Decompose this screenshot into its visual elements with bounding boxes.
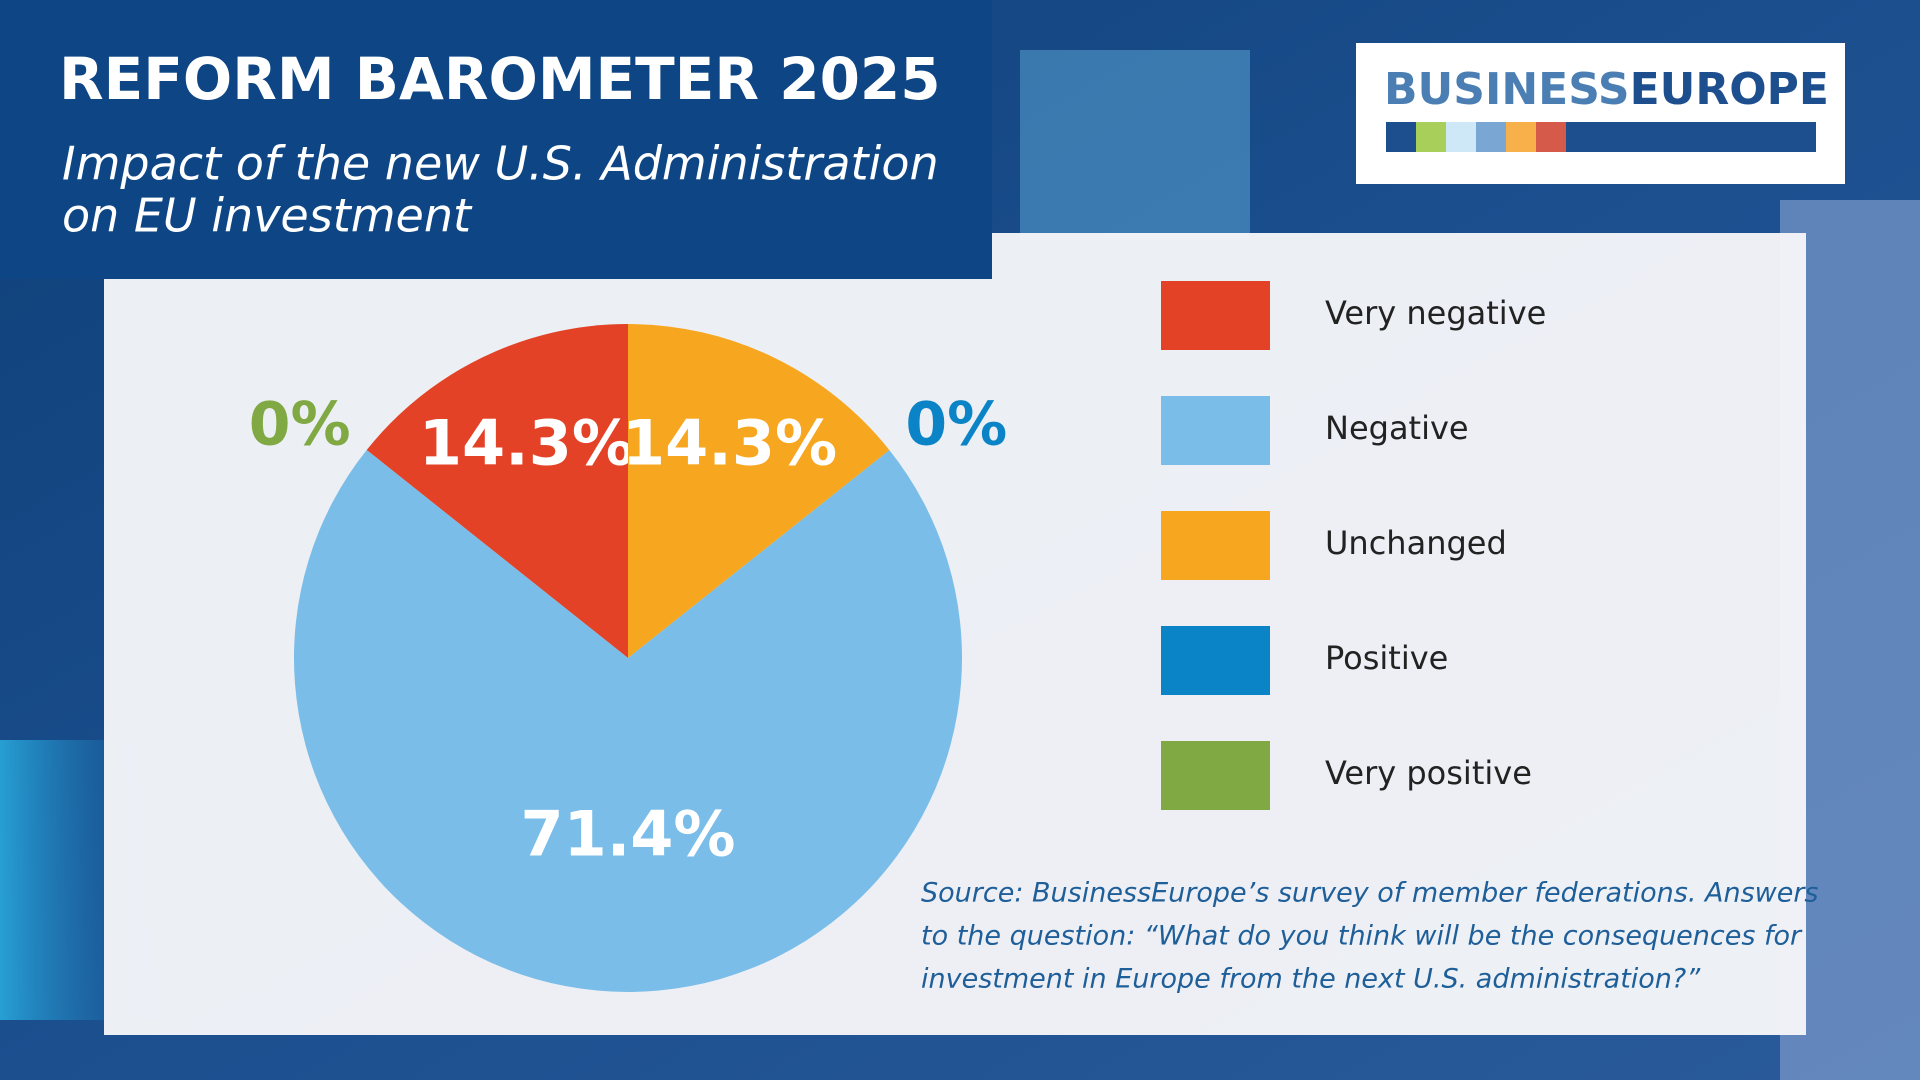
data-label: 14.3% — [419, 406, 634, 479]
legend-label: Very positive — [1325, 754, 1532, 792]
legend-swatch — [1161, 511, 1270, 580]
source-note: investment in Europe from the next U.S. … — [921, 964, 1701, 995]
background-panel — [1020, 50, 1250, 240]
title-banner — [0, 0, 992, 279]
pie-slice — [294, 449, 963, 993]
legend-swatch — [1161, 281, 1270, 350]
pie-slice — [628, 324, 890, 658]
data-label: 0% — [905, 390, 1007, 460]
chart-subtitle: on EU investment — [62, 189, 473, 243]
logo-text: BUSINESSEUROPE — [1384, 64, 1829, 115]
legend-label: Negative — [1325, 409, 1469, 447]
logo-box — [1356, 43, 1845, 184]
pie-slice — [366, 324, 628, 658]
source-note: to the question: “What do you think will… — [921, 921, 1803, 952]
data-label: 0% — [249, 390, 351, 460]
legend-label: Unchanged — [1325, 524, 1507, 562]
logo-part: BUSINESS — [1384, 64, 1630, 115]
data-label: 71.4% — [520, 797, 735, 870]
legend-swatch — [1161, 396, 1270, 465]
logo-part: EUROPE — [1630, 64, 1829, 115]
legend-swatch — [1161, 626, 1270, 695]
data-label: 14.3% — [622, 406, 837, 479]
chart-subtitle: Impact of the new U.S. Administration — [62, 137, 939, 191]
legend-swatch — [1161, 741, 1270, 810]
logo-stripes — [1386, 122, 1816, 152]
legend-label: Very negative — [1325, 294, 1546, 332]
source-note: Source: BusinessEurope’s survey of membe… — [921, 878, 1819, 909]
chart-title: REFORM BAROMETER 2025 — [59, 45, 941, 113]
legend-label: Positive — [1325, 639, 1448, 677]
